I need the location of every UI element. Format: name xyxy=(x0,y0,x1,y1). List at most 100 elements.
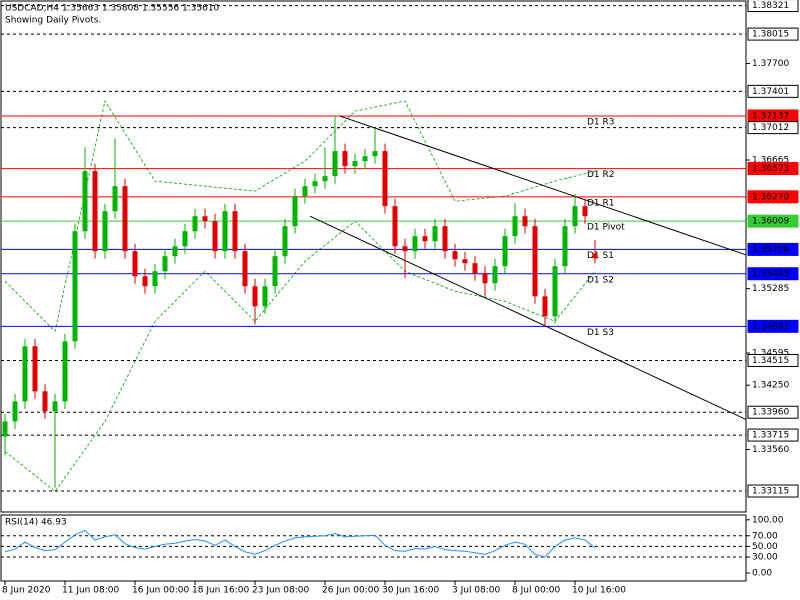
candle-body xyxy=(182,231,188,247)
candle-body xyxy=(82,171,88,232)
candle-body xyxy=(92,171,98,252)
y-tick-label: 30.00 xyxy=(752,553,778,563)
candle-body xyxy=(12,401,18,422)
level-label: D1 S2 xyxy=(587,275,614,285)
level-price-label: 1.34881 xyxy=(752,322,789,332)
level-price-box xyxy=(747,27,799,41)
level-price-box xyxy=(747,267,799,281)
candle-body xyxy=(22,346,28,402)
level-price-box xyxy=(747,190,799,204)
x-tick-label: 26 Jun 00:00 xyxy=(322,586,379,596)
y-tick-label: 1.33560 xyxy=(752,445,789,455)
bollinger-lower xyxy=(4,220,596,493)
candle-body xyxy=(32,346,38,392)
candle-body xyxy=(512,216,518,237)
y-tick-label: 0.00 xyxy=(752,569,772,579)
trendline xyxy=(339,115,746,256)
y-tick-label: 1.34595 xyxy=(752,349,789,359)
level-label: D1 R3 xyxy=(587,117,615,127)
level-label: D1 S3 xyxy=(587,328,614,338)
rsi-plot xyxy=(1,529,746,558)
rsi-panel xyxy=(0,514,747,582)
level-price-box xyxy=(747,214,799,228)
x-tick-label: 8 Jun 2020 xyxy=(2,586,51,596)
level-price-box xyxy=(747,405,799,419)
level-price-label: 1.33115 xyxy=(752,487,789,497)
main-plot: D1 R3 D1 R2 D1 R1 D1 Pivot D1 S1 D1 S2 D1 S3 xyxy=(1,5,746,493)
candle-body xyxy=(322,176,328,182)
candle-body xyxy=(522,216,528,227)
level-price-box xyxy=(747,428,799,442)
candle-body xyxy=(412,236,418,252)
candle-body xyxy=(592,253,598,259)
x-tick-label: 8 Jul 00:00 xyxy=(512,586,561,596)
candle-body xyxy=(542,296,548,317)
candle-body xyxy=(222,211,228,252)
level-price-label: 1.33960 xyxy=(752,408,789,418)
candle-body xyxy=(552,266,558,317)
candle-body xyxy=(532,226,538,297)
rsi-line xyxy=(4,529,596,558)
candle-body xyxy=(42,391,48,412)
candle-body xyxy=(72,231,78,342)
y-tick-label: 1.34250 xyxy=(752,381,789,391)
candle-body xyxy=(152,271,158,287)
level-price-label: 1.38015 xyxy=(752,30,789,40)
candle-body xyxy=(2,421,8,437)
candle-body xyxy=(202,216,208,222)
level-price-box xyxy=(747,484,799,498)
level-price-label: 1.37137 xyxy=(752,111,789,121)
level-price-label: 1.34515 xyxy=(752,356,789,366)
x-tick-label: 3 Jul 08:00 xyxy=(452,586,501,596)
candle-body xyxy=(212,221,218,252)
candle-body xyxy=(372,151,378,157)
level-price-label: 1.35706 xyxy=(752,245,789,255)
rsi-title: RSI(14) 46.93 xyxy=(5,518,67,528)
candle-body xyxy=(422,236,428,242)
level-price-label: 1.37012 xyxy=(752,123,789,133)
level-price-box xyxy=(747,353,799,367)
level-price-label: 1.37401 xyxy=(752,87,789,97)
x-tick-label: 23 Jun 08:00 xyxy=(252,586,309,596)
x-tick-label: 10 Jul 16:00 xyxy=(572,586,626,596)
level-price-box xyxy=(747,121,799,135)
candle-body xyxy=(452,251,458,260)
candle-body xyxy=(502,236,508,267)
candle-body xyxy=(62,341,68,402)
candle-body xyxy=(482,273,488,284)
level-price-box xyxy=(747,84,799,98)
x-tick-label: 11 Jun 08:00 xyxy=(62,586,119,596)
chart-header: USDCAD,H4 1.35663 1.35808 1.35556 1.3561… xyxy=(5,4,220,14)
candle-body xyxy=(302,186,308,197)
level-price-label: 1.38321 xyxy=(752,1,789,11)
level-label: D1 S1 xyxy=(587,251,614,261)
level-price-box xyxy=(747,0,799,13)
candle-body xyxy=(282,226,288,257)
candle-body xyxy=(122,186,128,252)
level-price-label: 1.36009 xyxy=(752,217,789,227)
candle-body xyxy=(462,259,468,264)
level-label: D1 R1 xyxy=(587,198,615,208)
candle-body xyxy=(572,206,578,227)
indicator-note: Showing Daily Pivots. xyxy=(5,16,101,26)
level-price-label: 1.35445 xyxy=(752,269,789,279)
y-tick-label: 1.36665 xyxy=(752,155,789,165)
bollinger-upper xyxy=(4,100,596,333)
level-label: D1 Pivot xyxy=(587,223,625,233)
candle-body xyxy=(402,246,408,252)
candle-body xyxy=(342,151,348,167)
candle-body xyxy=(232,211,238,252)
y-tick-label: 50.00 xyxy=(752,542,778,552)
candle-body xyxy=(262,286,268,307)
candle-body xyxy=(192,216,198,232)
y-tick-label: 1.37700 xyxy=(752,59,789,69)
x-tick-label: 30 Jun 16:00 xyxy=(382,586,439,596)
candle-body xyxy=(582,206,588,217)
candle-body xyxy=(432,226,438,242)
level-price-label: 1.36573 xyxy=(752,164,789,174)
y-tick-label: 100.00 xyxy=(752,515,784,525)
x-tick-label: 18 Jun 16:00 xyxy=(192,586,249,596)
level-price-box xyxy=(747,319,799,333)
